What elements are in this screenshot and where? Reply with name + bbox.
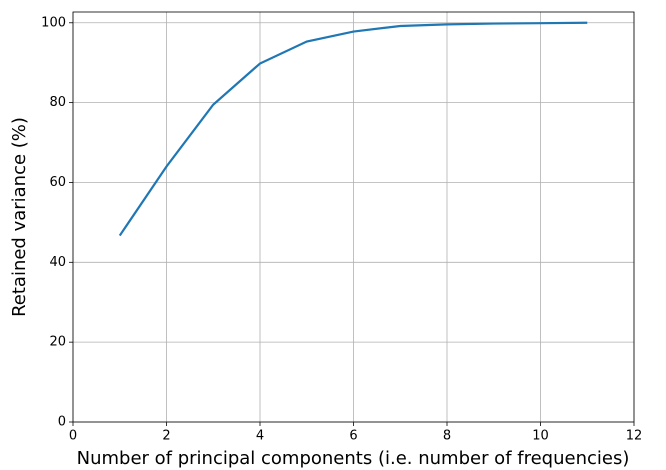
y-tick-label: 100 (41, 15, 66, 30)
y-tick-label: 0 (58, 415, 66, 430)
y-axis-label: Retained variance (%) (9, 117, 30, 317)
x-axis-label: Number of principal components (i.e. num… (77, 448, 630, 469)
x-tick-label: 10 (532, 429, 549, 444)
line (118, 21, 588, 237)
x-tick-label: 8 (443, 429, 451, 444)
y-tick-label: 60 (49, 175, 66, 190)
x-tick-label: 2 (162, 429, 170, 444)
x-tick-label: 4 (256, 429, 264, 444)
plot-frame (72, 11, 635, 423)
x-tick-label: 6 (349, 429, 357, 444)
y-tick-label: 40 (49, 255, 66, 270)
y-tick-label: 80 (49, 95, 66, 110)
x-tick-label: 12 (626, 429, 643, 444)
y-tick-label: 20 (49, 335, 66, 350)
x-tick-label: 0 (69, 429, 77, 444)
